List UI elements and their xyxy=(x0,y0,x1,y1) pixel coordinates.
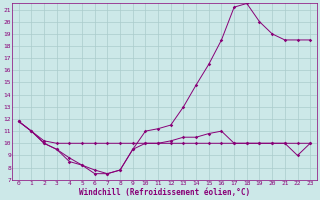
X-axis label: Windchill (Refroidissement éolien,°C): Windchill (Refroidissement éolien,°C) xyxy=(79,188,250,197)
